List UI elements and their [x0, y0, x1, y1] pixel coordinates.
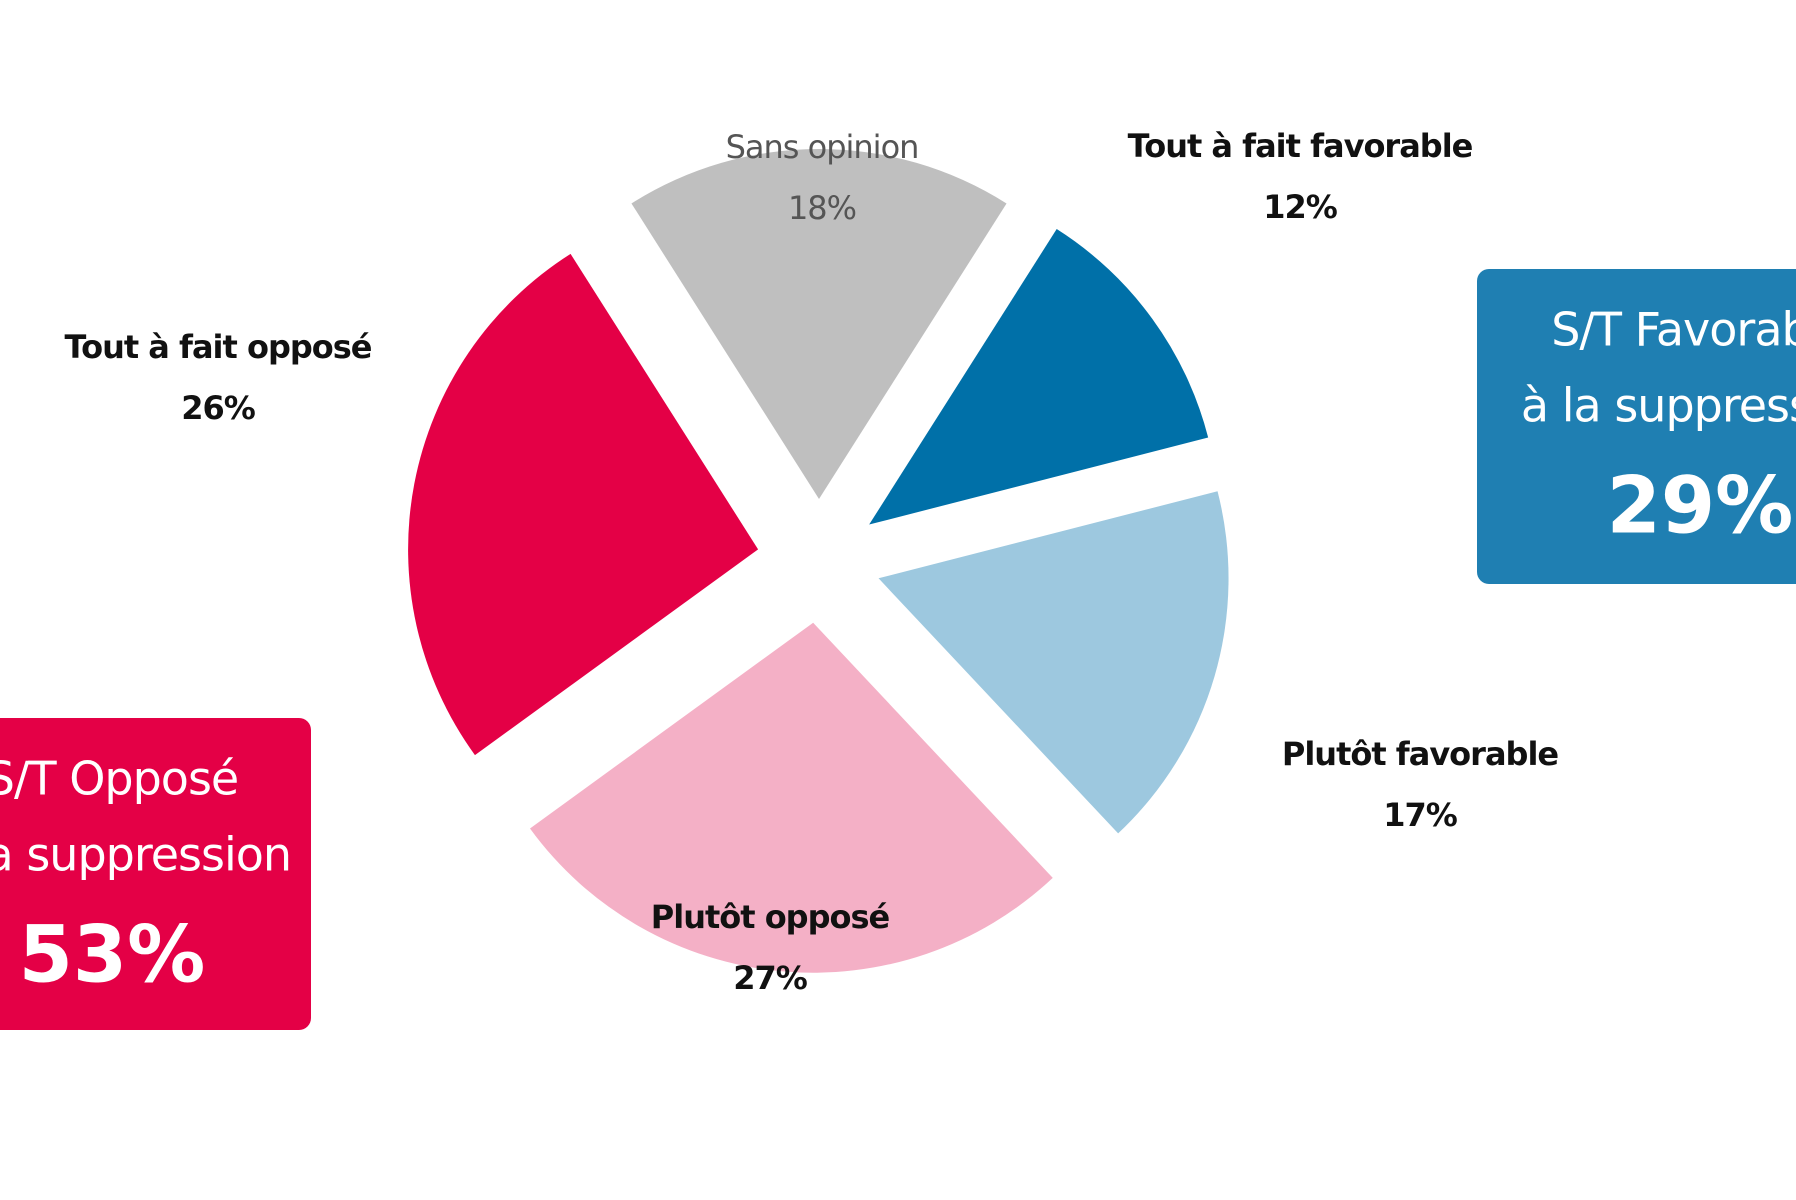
pie-slice: [631, 149, 1007, 499]
slice-label: Plutôt opposé: [651, 898, 890, 936]
summary-box: [1477, 269, 1796, 584]
slice-label: Tout à fait favorable: [1128, 127, 1473, 165]
summary-line: à la suppression: [1521, 379, 1796, 433]
slice-value: 18%: [788, 189, 856, 227]
slice-value: 12%: [1263, 188, 1338, 226]
summary-line: S/T Favorable: [1551, 303, 1796, 357]
summary-line: à la suppression: [0, 828, 291, 882]
pie-slice: [408, 253, 759, 756]
summary-total: 29%: [1607, 461, 1794, 551]
summary-box: [0, 718, 311, 1030]
slice-label: Tout à fait opposé: [65, 328, 372, 366]
pie-slice: [530, 622, 1053, 973]
slice-value: 17%: [1383, 796, 1458, 834]
summary-total: 53%: [19, 910, 206, 1000]
slice-label: Plutôt favorable: [1282, 735, 1559, 773]
pie-slice: [869, 229, 1209, 525]
slice-value: 26%: [181, 389, 256, 427]
slice-label: Sans opinion: [726, 128, 919, 166]
pie-slice: [878, 491, 1229, 834]
summary-line: S/T Opposé: [0, 752, 238, 806]
slice-value: 27%: [733, 959, 808, 997]
